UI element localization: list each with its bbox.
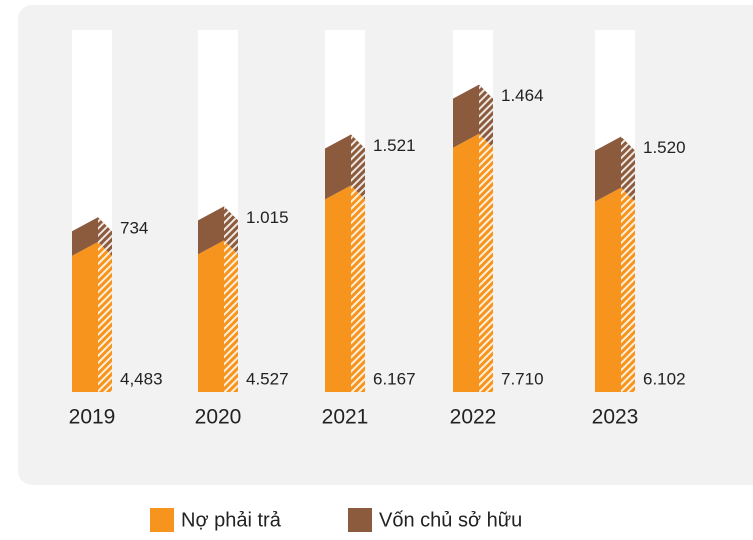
bar-side	[224, 206, 238, 255]
bar-side	[98, 241, 112, 392]
value-label: 4.527	[246, 369, 289, 388]
bar-side	[479, 133, 493, 392]
bar-side	[351, 185, 365, 392]
bar-side	[621, 187, 635, 392]
value-label: 4,483	[120, 369, 163, 388]
x-tick-label: 2019	[69, 406, 116, 429]
legend-label: Nợ phải trả	[181, 509, 282, 531]
value-label: 6.167	[373, 369, 416, 388]
value-label: 1.520	[643, 138, 686, 157]
value-label: 734	[120, 219, 148, 238]
legend-swatch	[150, 508, 174, 532]
panel	[18, 5, 753, 485]
x-tick-label: 2020	[195, 406, 242, 429]
value-label: 1.464	[501, 86, 544, 105]
bar-side	[621, 136, 635, 202]
value-label: 7.710	[501, 369, 544, 388]
bar-side	[224, 240, 238, 392]
x-tick-label: 2022	[450, 406, 497, 429]
value-label: 6.102	[643, 369, 686, 388]
bar-side	[479, 84, 493, 148]
legend-label: Vốn chủ sở hữu	[379, 509, 522, 531]
bar-side	[98, 217, 112, 256]
legend-swatch	[348, 508, 372, 532]
x-tick-label: 2023	[592, 406, 639, 429]
x-tick-label: 2021	[322, 406, 369, 429]
value-label: 1.521	[373, 136, 416, 155]
bar-side	[351, 134, 365, 200]
value-label: 1.015	[246, 208, 289, 227]
